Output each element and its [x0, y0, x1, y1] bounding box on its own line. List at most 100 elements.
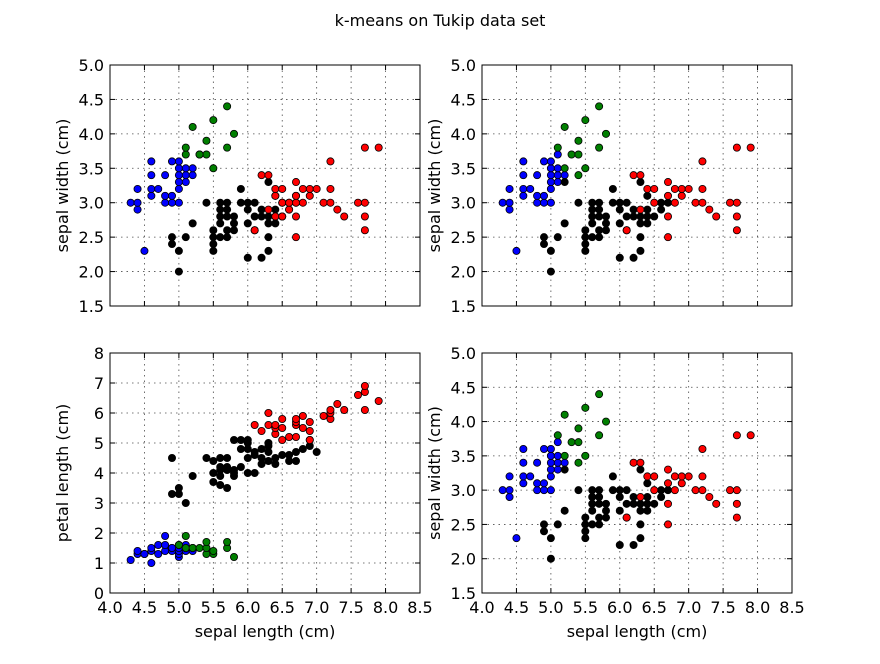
point-green	[560, 410, 569, 419]
point-black	[588, 212, 597, 221]
point-blue	[133, 205, 142, 214]
point-red	[291, 178, 300, 187]
point-green	[581, 403, 590, 412]
point-green	[574, 458, 583, 467]
point-black	[181, 233, 190, 242]
point-red	[360, 381, 369, 390]
point-red	[677, 472, 686, 481]
x-tick-label: 4.5	[132, 598, 157, 617]
point-red	[712, 499, 721, 508]
point-green	[223, 102, 232, 111]
point-black	[257, 212, 266, 221]
point-black	[615, 541, 624, 550]
axes-frame	[481, 64, 793, 307]
point-green	[202, 538, 211, 547]
point-blue	[546, 486, 555, 495]
point-red	[250, 420, 259, 429]
point-black	[216, 453, 225, 462]
point-black	[209, 468, 218, 477]
point-blue	[140, 550, 149, 559]
point-black	[553, 520, 562, 529]
y-tick-label: 5	[94, 434, 104, 453]
point-black	[540, 233, 549, 242]
point-green	[229, 553, 238, 562]
point-red	[664, 178, 673, 187]
point-blue	[126, 198, 135, 207]
point-red	[374, 143, 383, 152]
y-tick-label: 6	[94, 404, 104, 423]
point-green	[581, 451, 590, 460]
point-black	[546, 554, 555, 563]
point-blue	[505, 486, 514, 495]
point-black	[595, 492, 604, 501]
point-blue	[167, 198, 176, 207]
axes-frame	[481, 352, 793, 594]
point-blue	[174, 164, 183, 173]
point-black	[574, 198, 583, 207]
point-black	[636, 246, 645, 255]
point-green	[602, 129, 611, 138]
point-red	[360, 198, 369, 207]
point-red	[305, 191, 314, 200]
point-blue	[154, 550, 163, 559]
point-black	[209, 226, 218, 235]
point-blue	[519, 479, 528, 488]
point-black	[271, 205, 280, 214]
point-red	[698, 184, 707, 193]
point-black	[588, 492, 597, 501]
point-green	[574, 424, 583, 433]
point-blue	[519, 157, 528, 166]
point-red	[698, 157, 707, 166]
point-red	[664, 233, 673, 242]
point-green	[195, 150, 204, 159]
point-red	[291, 233, 300, 242]
point-black	[574, 486, 583, 495]
point-black	[236, 198, 245, 207]
point-red	[374, 396, 383, 405]
point-blue	[553, 458, 562, 467]
point-black	[588, 520, 597, 529]
point-blue	[533, 486, 542, 495]
point-blue	[533, 458, 542, 467]
point-blue	[147, 191, 156, 200]
point-blue	[533, 198, 542, 207]
point-black	[216, 233, 225, 242]
point-black	[595, 520, 604, 529]
point-green	[223, 538, 232, 547]
x-tick-label: 4.0	[469, 598, 494, 617]
point-red	[650, 472, 659, 481]
point-black	[264, 219, 273, 228]
point-red	[312, 184, 321, 193]
x-axis-label: sepal length (cm)	[567, 622, 708, 641]
point-red	[732, 431, 741, 440]
point-red	[326, 157, 335, 166]
y-axis-label: sepal width (cm)	[425, 119, 444, 253]
point-black	[257, 444, 266, 453]
point-black	[229, 465, 238, 474]
point-black	[588, 219, 597, 228]
point-black	[257, 453, 266, 462]
point-black	[581, 246, 590, 255]
point-blue	[133, 198, 142, 207]
point-red	[257, 426, 266, 435]
point-black	[250, 447, 259, 456]
point-green	[553, 431, 562, 440]
x-tick-label: 7.0	[676, 598, 701, 617]
y-axis-label: sepal width (cm)	[53, 119, 72, 253]
y-tick-label: 5.0	[451, 344, 476, 363]
point-black	[643, 506, 652, 515]
point-red	[726, 486, 735, 495]
point-black	[643, 205, 652, 214]
point-black	[540, 520, 549, 529]
x-tick-label: 8.5	[779, 598, 804, 617]
point-blue	[553, 164, 562, 173]
point-red	[705, 492, 714, 501]
point-blue	[512, 534, 521, 543]
point-green	[209, 164, 218, 173]
axes-frame	[109, 352, 421, 594]
point-black	[546, 267, 555, 276]
point-black	[602, 513, 611, 522]
point-red	[650, 486, 659, 495]
x-tick-label: 6.0	[607, 598, 632, 617]
